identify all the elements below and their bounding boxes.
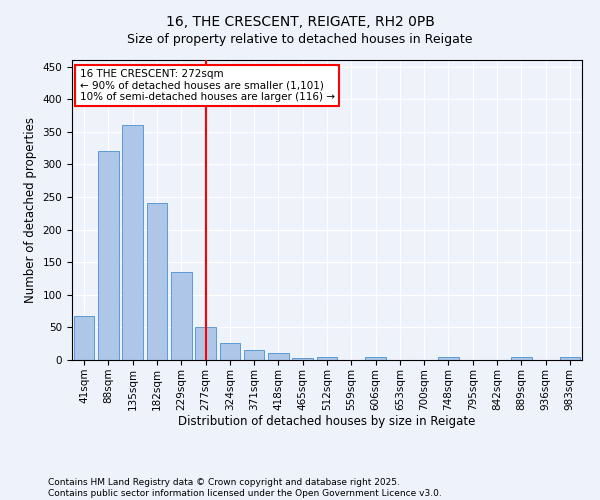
Bar (220, 343, 240, 360)
Bar (511, 358, 532, 360)
Bar (146, 204, 167, 360)
Bar (292, 358, 313, 360)
Text: 16 THE CRESCENT: 272sqm
← 90% of detached houses are smaller (1,101)
10% of semi: 16 THE CRESCENT: 272sqm ← 90% of detache… (80, 69, 335, 102)
Y-axis label: Number of detached properties: Number of detached properties (24, 117, 37, 303)
Bar (171, 272, 191, 360)
Text: 16, THE CRESCENT, REIGATE, RH2 0PB: 16, THE CRESCENT, REIGATE, RH2 0PB (166, 15, 434, 29)
Bar (268, 353, 289, 360)
Bar (122, 125, 143, 360)
Bar (98, 152, 119, 360)
Bar (244, 350, 265, 360)
Text: Contains HM Land Registry data © Crown copyright and database right 2025.
Contai: Contains HM Land Registry data © Crown c… (48, 478, 442, 498)
Bar (365, 358, 386, 360)
Bar (560, 358, 580, 360)
Bar (74, 316, 94, 360)
Text: Size of property relative to detached houses in Reigate: Size of property relative to detached ho… (127, 32, 473, 46)
Bar (317, 356, 337, 360)
Bar (195, 328, 216, 360)
X-axis label: Distribution of detached houses by size in Reigate: Distribution of detached houses by size … (178, 416, 476, 428)
Bar (438, 358, 459, 360)
